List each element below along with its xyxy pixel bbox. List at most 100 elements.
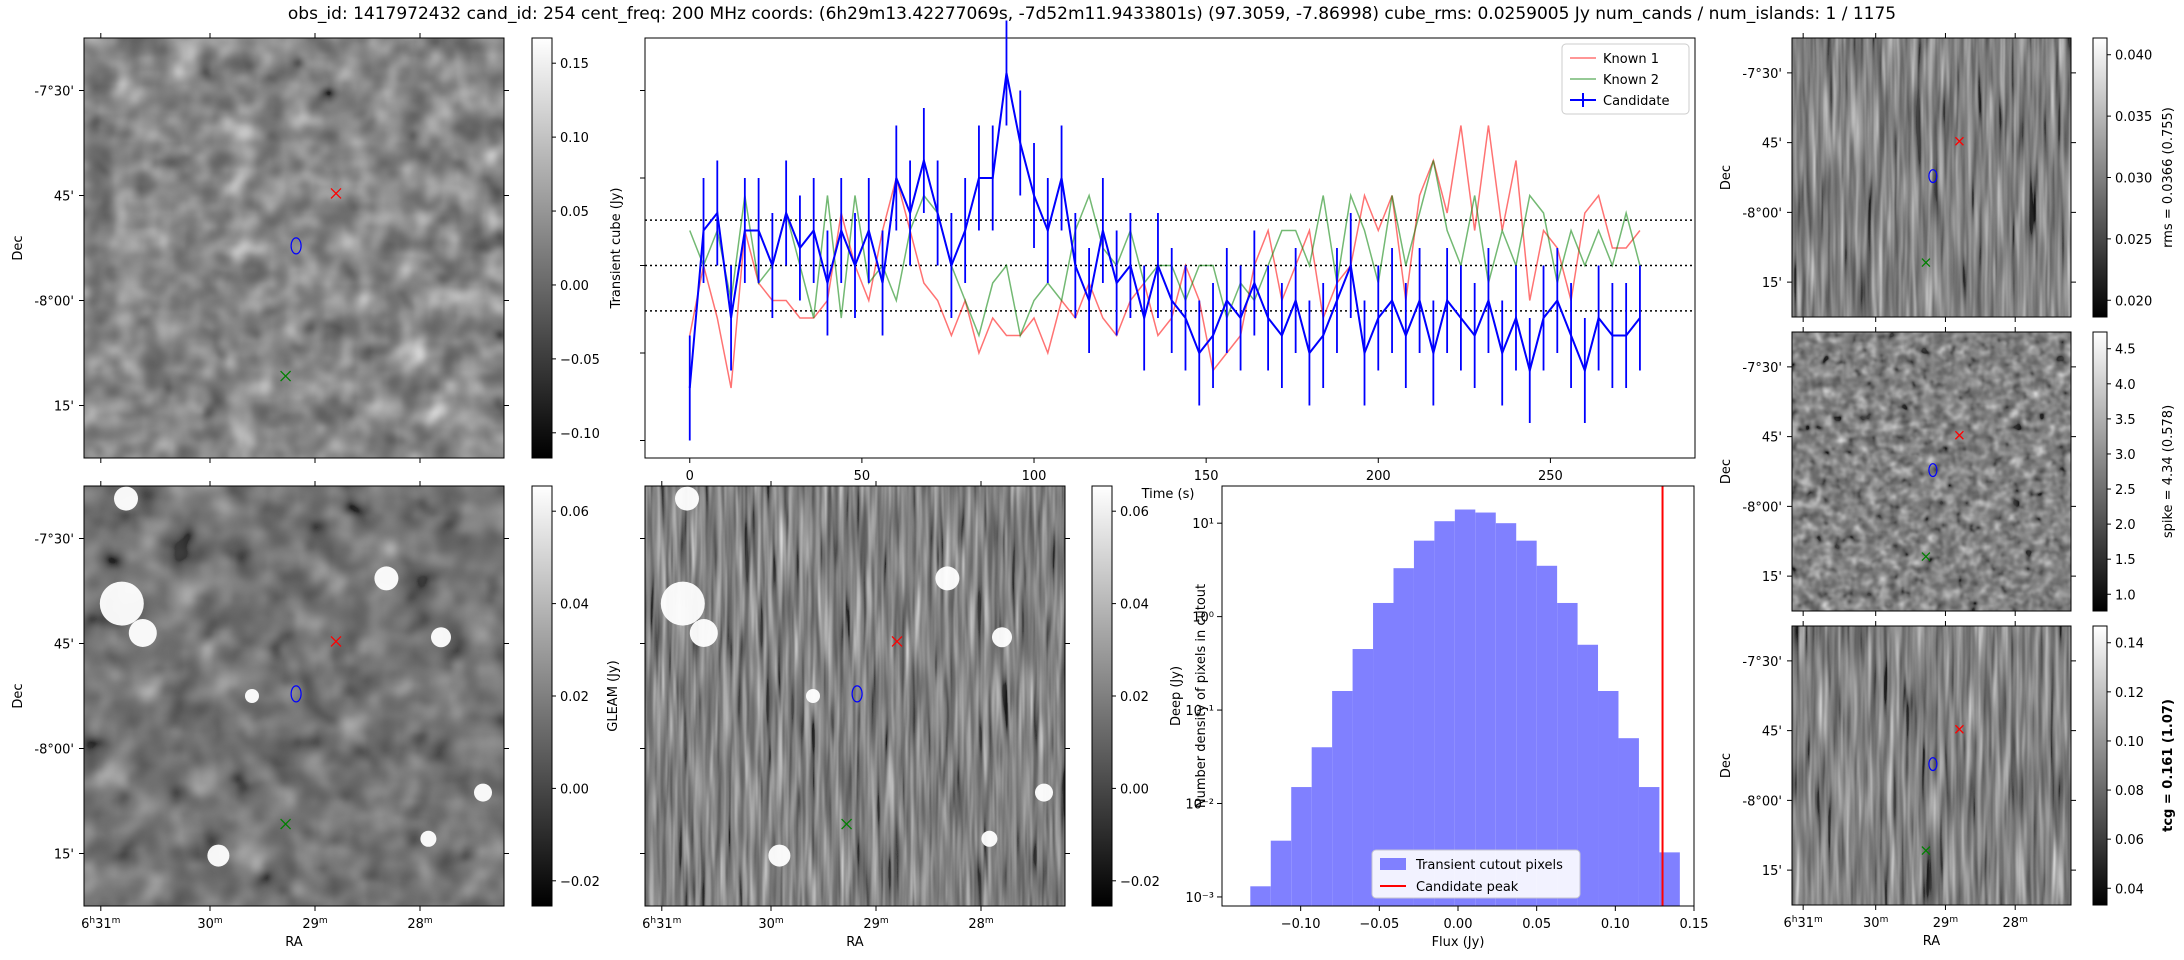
candidate-contour	[1928, 757, 1938, 772]
y-tick-label: 10⁰	[1192, 611, 1214, 626]
x-tick-label: 0.00	[1444, 917, 1473, 932]
point-source	[689, 619, 718, 647]
dec-tick-label: -7°30'	[1742, 655, 1782, 670]
known1-marker	[1954, 136, 1964, 146]
ra-tick-part: 28	[407, 917, 424, 932]
colorbar-tcg: 0.14 0.12 0.10 0.08 0.06 0.04 tcg = 0.161 (1.0…	[2092, 625, 2176, 906]
colorbar-tick-label: 2.0	[2115, 518, 2136, 533]
known2-marker	[1921, 552, 1931, 562]
x-tick-label: 150	[1194, 469, 1219, 484]
colorbar-gradient	[2092, 37, 2108, 318]
colorbar-tick-label: 1.0	[2115, 588, 2136, 603]
dec-tick-label: 45'	[1762, 431, 1782, 446]
ra-tick-part: m	[2019, 915, 2028, 925]
point-source	[374, 566, 399, 591]
dec-axis-label: Dec	[11, 235, 26, 260]
x-tick-label: 0.05	[1522, 917, 1551, 932]
ra-tick-part: m	[112, 916, 121, 926]
series-line-known-2	[689, 160, 1641, 339]
ra-tick-label: 30m	[197, 916, 222, 932]
legend-frame	[1371, 849, 1581, 899]
colorbar-rms: 0.040 0.035 0.030 0.025 0.020 rms = 0.0366 (0…	[2092, 37, 2176, 318]
dec-tick-label: -7°30'	[1742, 67, 1782, 82]
colorbar-tick-label: 0.12	[2115, 686, 2144, 701]
histogram-bar	[1270, 840, 1292, 906]
histogram-bar	[1598, 690, 1619, 906]
dec-tick-label: 45'	[1762, 137, 1782, 152]
dec-tick-label: 45'	[54, 190, 74, 205]
colorbar-tick-label: 0.02	[560, 690, 589, 705]
colorbar-tick-label: 4.5	[2115, 343, 2136, 358]
dec-tick-label: 15'	[54, 848, 74, 863]
ra-tick-part: 29	[863, 917, 880, 932]
colorbar-label: tcg = 0.161 (1.07)	[2161, 699, 2176, 832]
point-source	[245, 689, 259, 703]
dec-axis-label: Dec	[1719, 753, 1734, 778]
colorbar-tick-label: −0.02	[560, 875, 600, 890]
colorbar-tick-label: 0.00	[560, 782, 589, 797]
image-panel-rms: -7°30' 45' -8°00' 15' Dec	[1719, 33, 2076, 322]
ra-tick-part: 31	[656, 917, 673, 932]
colorbar-tick-label: 0.040	[2115, 49, 2152, 64]
colorbar-tick-label: 3.0	[2115, 448, 2136, 463]
colorbar-gradient	[531, 485, 553, 907]
known2-marker	[280, 818, 292, 830]
histogram-bar	[1454, 509, 1476, 906]
series-line-known-1	[689, 125, 1641, 389]
legend-label: Candidate peak	[1416, 880, 1519, 895]
dec-tick-label: 15'	[1762, 570, 1782, 585]
ra-tick-label: 28m	[2003, 915, 2028, 931]
histogram-bar	[1536, 565, 1558, 906]
dec-axis-label: Dec	[1719, 459, 1734, 484]
x-tick-label: 0.10	[1601, 917, 1630, 932]
histogram-legend: Transient cutout pixels Candidate peak	[1371, 849, 1581, 899]
point-source	[474, 783, 492, 802]
legend-label: Transient cutout pixels	[1415, 858, 1563, 873]
histogram-bar	[1557, 602, 1578, 906]
ra-tick-part: m	[424, 916, 433, 926]
ra-tick-label: 28m	[968, 916, 993, 932]
colorbar-tick-label: 0.15	[560, 57, 589, 72]
ra-tick-part: m	[1880, 915, 1889, 925]
histogram-bar	[1413, 540, 1435, 906]
ra-tick-part: 30	[197, 917, 214, 932]
lightcurve-legend: Known 1 Known 2 Candidate	[1561, 43, 1690, 115]
colorbar-gradient	[2092, 625, 2108, 906]
histogram-bar	[1434, 521, 1455, 906]
ra-tick-part: 29	[302, 917, 319, 932]
ra-tick-part: 6	[81, 917, 89, 932]
ra-tick-part: 29	[1933, 916, 1950, 931]
colorbar-label: GLEAM (Jy)	[606, 660, 621, 731]
histogram-bar	[1659, 852, 1680, 906]
legend-swatch	[1380, 858, 1406, 870]
x-tick-label: 100	[1022, 469, 1047, 484]
colorbar-tick-label: 4.0	[2115, 378, 2136, 393]
candidate-contour	[290, 685, 302, 703]
dec-tick-label: 15'	[54, 400, 74, 415]
dec-tick-label: -8°00'	[1742, 500, 1782, 515]
ra-tick-part: m	[214, 916, 223, 926]
colorbar-tick-label: 0.06	[560, 505, 589, 520]
colorbar-deep: 0.06 0.04 0.02 0.00 −0.02 Deep (Jy)	[1091, 485, 1184, 907]
point-source	[1035, 783, 1053, 802]
colorbar-tick-label: 0.10	[560, 131, 589, 146]
dec-tick-label: 15'	[1762, 276, 1782, 291]
image-frame	[644, 485, 1066, 907]
colorbar-gradient	[531, 37, 553, 459]
colorbar-tick-label: −0.10	[560, 427, 600, 442]
ra-axis-label: RA	[285, 935, 303, 950]
histogram-bar	[1352, 649, 1374, 906]
candidate-contour	[851, 685, 863, 703]
colorbar-tick-label: 0.06	[1120, 505, 1149, 520]
image-noise	[1792, 38, 2071, 317]
point-source	[675, 486, 699, 511]
dec-tick-label: -8°00'	[1742, 206, 1782, 221]
ra-tick-part: 31	[95, 917, 112, 932]
colorbar-gleam: 0.06 0.04 0.02 0.00 −0.02 GLEAM (Jy)	[531, 485, 621, 907]
histogram-bar	[1495, 523, 1517, 906]
point-source	[114, 486, 138, 511]
ra-tick-part: m	[985, 916, 994, 926]
